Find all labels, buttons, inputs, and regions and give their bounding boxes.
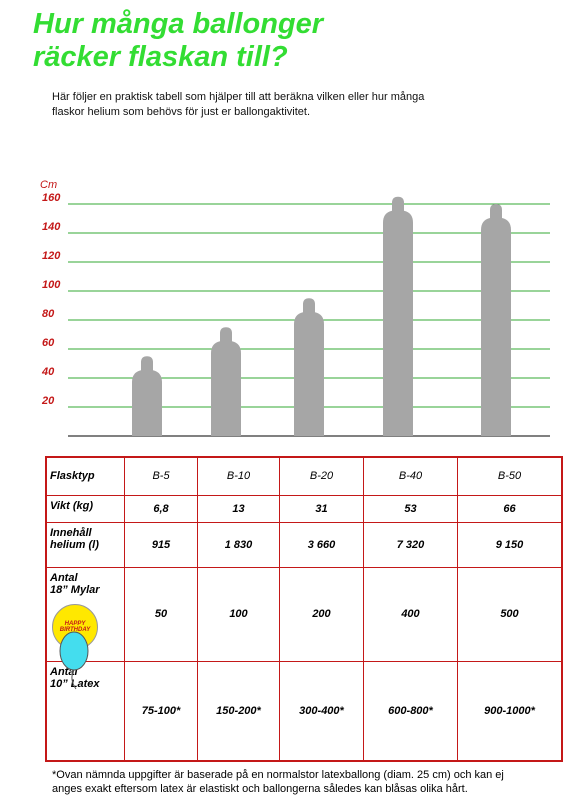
table-cell: 200 [279, 566, 364, 662]
bottle [132, 356, 162, 436]
row-label: Flasktyp [45, 456, 125, 496]
latex-balloon-icon [59, 631, 89, 690]
intro-line: flaskor helium som behövs för just er ba… [52, 106, 311, 118]
row-label-line: 18” Mylar [50, 583, 100, 596]
row-label-line: helium (l) [50, 538, 99, 551]
table-cell: 1 830 [197, 521, 280, 568]
table-cell: 6,8 [124, 494, 198, 523]
footnote-line: *Ovan nämnda uppgifter är baserade på en… [52, 769, 504, 781]
badge-line: BIRTHDAY [59, 626, 91, 633]
table-cell: 400 [363, 566, 458, 662]
table-cell: 7 320 [363, 521, 458, 568]
table-row: Antal 18” Mylar HAPPY BIRTHDAY 50 100 200 400 50… [45, 566, 563, 662]
intro-line: Här följer en praktisk tabell som hjälpe… [52, 91, 425, 103]
column-header: B-10 [197, 456, 280, 496]
table-cell: 31 [279, 494, 364, 523]
column-header: B-5 [124, 456, 198, 496]
title-line: Hur många ballonger [33, 8, 324, 40]
table-row: Flasktyp B-5 B-10 B-20 B-40 B-50 [45, 456, 563, 496]
row-label-line: Antal [50, 571, 78, 584]
y-tick-label: 100 [42, 279, 61, 291]
row-label: Antal 10” Latex [45, 631, 125, 762]
table-cell: 600-800* [363, 660, 458, 762]
table-cell: 9 150 [457, 521, 563, 568]
bottle [294, 298, 324, 436]
title: Hur många ballonger räcker flaskan till? [33, 8, 323, 74]
table-cell: 3 660 [279, 521, 364, 568]
badge-line: HAPPY [64, 620, 86, 627]
table-cell: 500 [457, 566, 563, 662]
table-cell: 900-1000* [457, 660, 563, 762]
table-row: Antal 10” Latex 75-100* 150-200* 300-400* 600… [45, 631, 563, 762]
table-cell: 53 [363, 494, 458, 523]
row-label-line: Vikt (kg) [50, 499, 93, 512]
row-label-line: 10” Latex [50, 677, 100, 690]
y-tick-label: 20 [41, 395, 55, 407]
chart: Cm 20 40 60 80 100 120 140 160 [40, 179, 550, 437]
y-tick-label: 140 [42, 221, 61, 233]
bottle [481, 204, 511, 436]
table-cell: 66 [457, 494, 563, 523]
y-tick-label: 60 [42, 337, 55, 349]
table-cell: 100 [197, 566, 280, 662]
table-row: Innehåll helium (l) 915 1 830 3 660 7 320 9 15… [45, 521, 563, 568]
table-cell: 300-400* [279, 660, 364, 762]
bottle [211, 327, 241, 436]
table-cell: 75-100* [124, 660, 198, 762]
y-axis-label: Cm [40, 179, 57, 191]
table-cell: 915 [124, 521, 198, 568]
table-row: Vikt (kg) 6,8 13 31 53 66 [45, 494, 563, 523]
column-header: B-20 [279, 456, 364, 496]
balloon-string [71, 669, 77, 690]
footnote-line: anges exakt eftersom latex är elastiskt … [52, 783, 468, 795]
y-tick-label: 160 [42, 192, 61, 204]
birthday-badge: HAPPY BIRTHDAY [52, 603, 98, 650]
row-label-line: Innehåll [50, 526, 92, 539]
y-tick-label: 120 [42, 250, 61, 262]
row-label: Vikt (kg) [45, 494, 125, 523]
column-header: B-50 [457, 456, 563, 496]
column-header: B-40 [363, 456, 458, 496]
row-label: Antal 18” Mylar HAPPY BIRTHDAY [45, 566, 125, 662]
table-cell: 13 [197, 494, 280, 523]
footnote: *Ovan nämnda uppgifter är baserade på en… [52, 768, 504, 796]
y-tick-label: 40 [41, 366, 55, 378]
data-table: Flasktyp B-5 B-10 B-20 B-40 B-50 Vikt (kg) 6,8 1… [45, 456, 563, 762]
title-line: räcker flaskan till? [33, 41, 288, 73]
table-cell: 50 [124, 566, 198, 662]
intro: Här följer en praktisk tabell som hjälpe… [52, 90, 424, 120]
bottle [383, 196, 413, 436]
balloon [59, 631, 89, 671]
y-tick-label: 80 [42, 308, 55, 320]
row-label: Innehåll helium (l) [45, 521, 125, 568]
table-cell: 150-200* [197, 660, 280, 762]
